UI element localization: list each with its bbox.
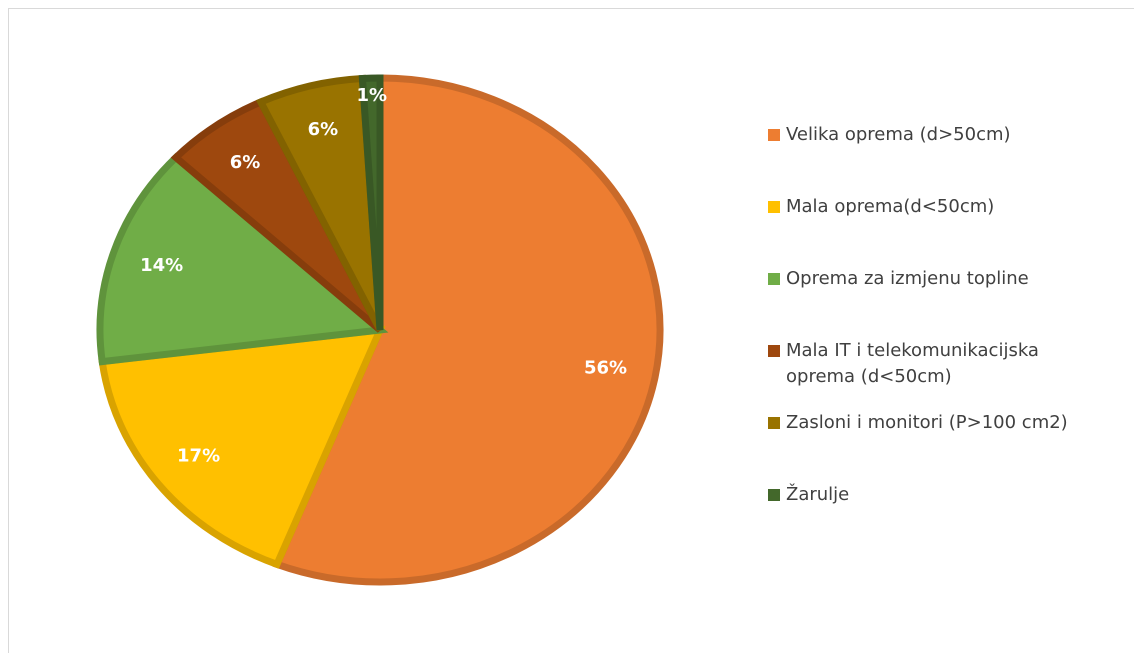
legend-label: Mala oprema(d<50cm) [786, 196, 995, 217]
legend-item: Mala IT i telekomunikacijska oprema (d<5… [768, 338, 1112, 390]
legend-swatch [768, 417, 780, 429]
legend-swatch [768, 129, 780, 141]
legend-item: Velika oprema (d>50cm) [768, 122, 1112, 148]
data-label: 1% [357, 85, 388, 106]
data-label: 14% [140, 255, 183, 276]
data-label: 6% [308, 119, 339, 140]
pie-slice [98, 325, 386, 569]
data-label: 56% [584, 358, 627, 379]
legend-label: Velika oprema (d>50cm) [786, 124, 1011, 145]
legend-swatch [768, 273, 780, 285]
pie-slice [272, 74, 664, 586]
data-label: 6% [230, 152, 261, 173]
legend-label: Oprema za izmjenu topline [786, 268, 1029, 289]
legend-label: Žarulje [786, 484, 850, 505]
pie-slice [96, 152, 389, 366]
legend-item: Zasloni i monitori (P>100 cm2) [768, 410, 1112, 436]
legend-item: Mala oprema(d<50cm) [768, 194, 1112, 220]
legend-swatch [768, 345, 780, 357]
legend-item: Žarulje [768, 482, 1112, 508]
legend-swatch [768, 201, 780, 213]
data-label: 17% [177, 446, 220, 467]
frame [8, 8, 1134, 653]
legend-item: Oprema za izmjenu topline [768, 266, 1112, 292]
legend-label: Zasloni i monitori (P>100 cm2) [786, 412, 1068, 433]
legend-swatch [768, 489, 780, 501]
pie-slice [358, 74, 384, 331]
legend-label: Mala IT i telekomunikacijska oprema (d<5… [786, 340, 1039, 387]
